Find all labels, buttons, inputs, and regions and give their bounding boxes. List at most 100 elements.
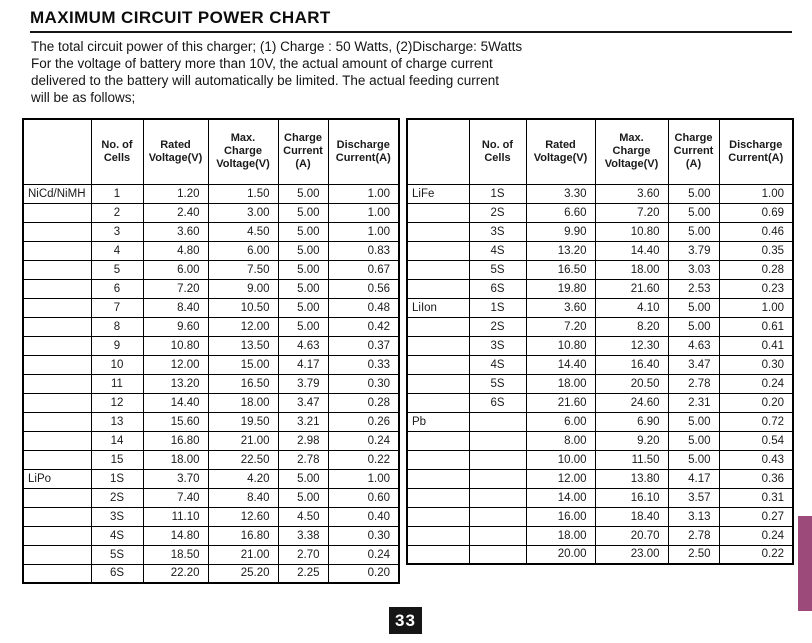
battery-type-cell: LiPo [22, 468, 92, 489]
value-cell: 3.60 [142, 221, 209, 242]
value-cell: 8.20 [594, 316, 669, 337]
column-header: Discharge Current(A) [327, 118, 400, 185]
value-cell: 6.90 [594, 411, 669, 432]
column-header: Charge Current (A) [277, 118, 329, 185]
value-cell: 2.78 [667, 525, 720, 546]
value-cell: 14.40 [525, 354, 596, 375]
value-cell: 0.20 [327, 563, 400, 584]
value-cell: 16.50 [525, 259, 596, 280]
battery-type-cell: NiCd/NiMH [22, 183, 92, 204]
value-cell: 0.48 [327, 297, 400, 318]
battery-type-cell [22, 202, 92, 223]
value-cell: 5.00 [667, 316, 720, 337]
value-cell: 5.00 [667, 297, 720, 318]
cell-count-cell [468, 525, 527, 546]
cell-count-cell: 4 [90, 240, 144, 261]
value-cell: 20.50 [594, 373, 669, 394]
cell-count-cell [468, 449, 527, 470]
battery-type-cell [22, 506, 92, 527]
table-row: 6S 21.60 24.60 2.31 0.20 [406, 392, 794, 413]
value-cell: 3.00 [207, 202, 279, 223]
value-cell: 18.00 [142, 449, 209, 470]
value-cell: 5.00 [667, 221, 720, 242]
value-cell: 18.50 [142, 544, 209, 565]
value-cell: 0.27 [718, 506, 794, 527]
value-cell: 3.60 [594, 183, 669, 204]
value-cell: 2.31 [667, 392, 720, 413]
battery-type-cell [22, 392, 92, 413]
table-row: 13 15.60 19.50 3.21 0.26 [22, 411, 400, 432]
battery-type-cell [22, 544, 92, 565]
value-cell: 0.83 [327, 240, 400, 261]
battery-type-cell [406, 202, 470, 223]
value-cell: 20.70 [594, 525, 669, 546]
value-cell: 0.26 [327, 411, 400, 432]
value-cell: 0.46 [718, 221, 794, 242]
value-cell: 9.20 [594, 430, 669, 451]
battery-type-cell [22, 240, 92, 261]
value-cell: 0.60 [327, 487, 400, 508]
cell-count-cell: 3 [90, 221, 144, 242]
cell-count-cell: 10 [90, 354, 144, 375]
cell-count-cell: 1S [468, 183, 527, 204]
power-table-left: No. of Cells Rated Voltage(V) Max. Charge … [22, 118, 400, 584]
table-row: 4S 13.20 14.40 3.79 0.35 [406, 240, 794, 261]
value-cell: 4.63 [277, 335, 329, 356]
cell-count-cell [468, 506, 527, 527]
table-row: 9 10.80 13.50 4.63 0.37 [22, 335, 400, 356]
value-cell: 2.98 [277, 430, 329, 451]
value-cell: 2.25 [277, 563, 329, 584]
value-cell: 19.50 [207, 411, 279, 432]
value-cell: 6.00 [142, 259, 209, 280]
value-cell: 3.38 [277, 525, 329, 546]
value-cell: 0.42 [327, 316, 400, 337]
page-title: MAXIMUM CIRCUIT POWER CHART [30, 8, 331, 27]
value-cell: 6.00 [207, 240, 279, 261]
cell-count-cell: 3S [468, 221, 527, 242]
value-cell: 7.50 [207, 259, 279, 280]
value-cell: 0.24 [327, 430, 400, 451]
intro-line: will be as follows; [31, 89, 136, 105]
value-cell: 0.20 [718, 392, 794, 413]
battery-type-cell [406, 525, 470, 546]
value-cell: 0.72 [718, 411, 794, 432]
value-cell: 3.03 [667, 259, 720, 280]
value-cell: 3.47 [277, 392, 329, 413]
value-cell: 1.00 [718, 297, 794, 318]
value-cell: 7.20 [594, 202, 669, 223]
value-cell: 9.90 [525, 221, 596, 242]
value-cell: 18.00 [525, 525, 596, 546]
column-header: Rated Voltage(V) [525, 118, 596, 185]
value-cell: 4.50 [207, 221, 279, 242]
cell-count-cell: 2S [468, 316, 527, 337]
value-cell: 4.63 [667, 335, 720, 356]
value-cell: 9.60 [142, 316, 209, 337]
value-cell: 24.60 [594, 392, 669, 413]
battery-type-cell [406, 544, 470, 565]
battery-type-cell [22, 525, 92, 546]
value-cell: 5.00 [277, 240, 329, 261]
table-row: 5 6.00 7.50 5.00 0.67 [22, 259, 400, 280]
column-header: Max. Charge Voltage(V) [594, 118, 669, 185]
cell-count-cell: 4S [468, 240, 527, 261]
column-header: No. of Cells [90, 118, 144, 185]
value-cell: 0.30 [718, 354, 794, 375]
value-cell: 0.40 [327, 506, 400, 527]
cell-count-cell [468, 468, 527, 489]
value-cell: 1.00 [327, 183, 400, 204]
cell-count-cell: 1 [90, 183, 144, 204]
value-cell: 7.20 [142, 278, 209, 299]
tables-container: No. of Cells Rated Voltage(V) Max. Charge … [22, 118, 794, 584]
value-cell: 0.24 [327, 544, 400, 565]
table-row: 12.00 13.80 4.17 0.36 [406, 468, 794, 489]
value-cell: 1.20 [142, 183, 209, 204]
value-cell: 21.60 [594, 278, 669, 299]
table-row: NiCd/NiMH 1 1.20 1.50 5.00 1.00 [22, 183, 400, 204]
cell-count-cell [468, 544, 527, 565]
cell-count-cell [468, 411, 527, 432]
header-row: No. of Cells Rated Voltage(V) Max. Charge … [22, 118, 400, 185]
value-cell: 5.00 [277, 487, 329, 508]
cell-count-cell: 2 [90, 202, 144, 223]
value-cell: 6.00 [525, 411, 596, 432]
